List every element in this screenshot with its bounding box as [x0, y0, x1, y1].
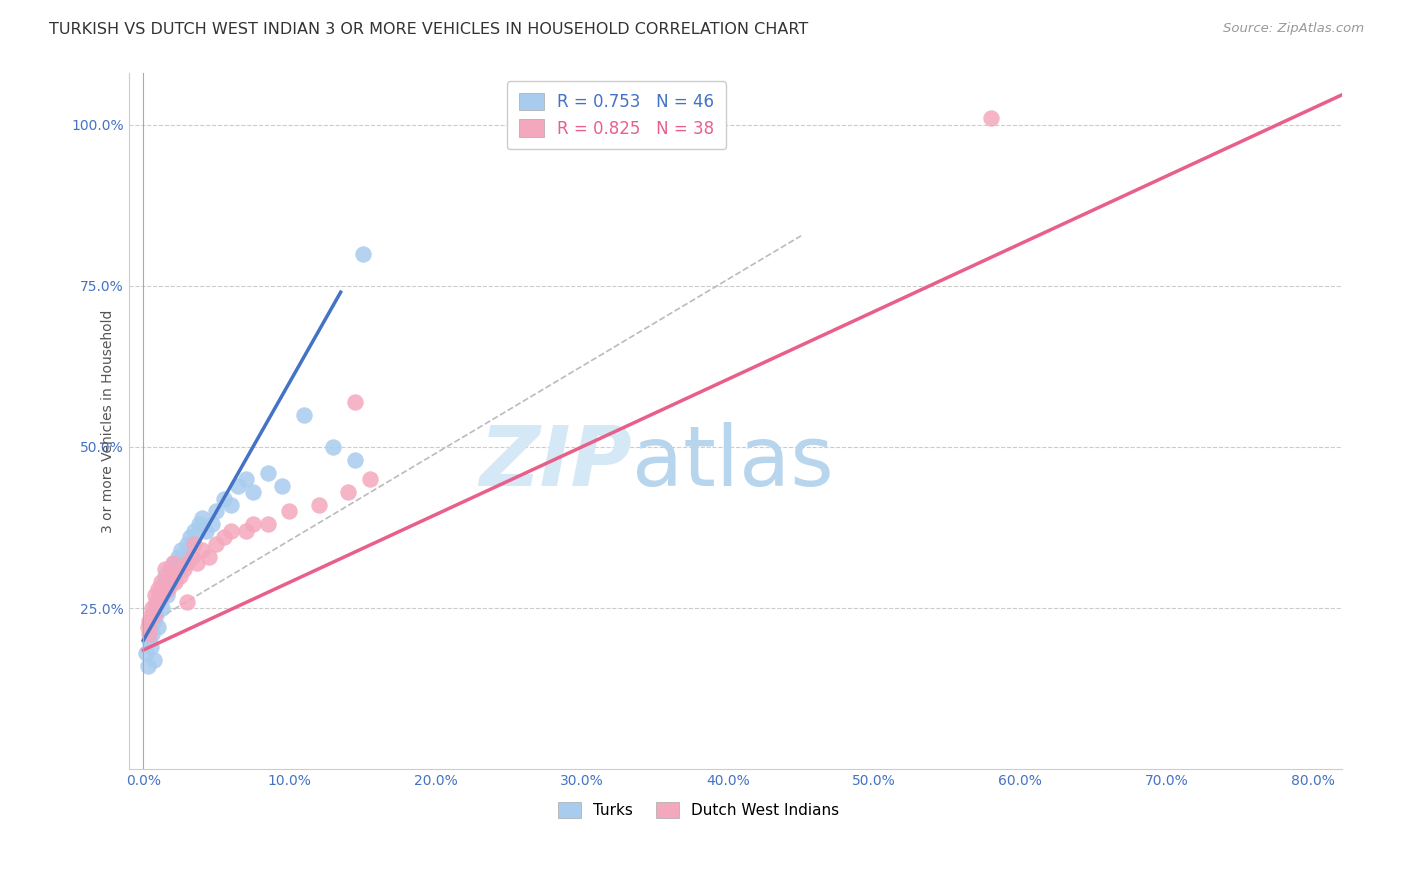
Point	[212, 530, 235, 544]
Point	[980, 111, 1002, 125]
Point	[139, 620, 162, 634]
Point	[160, 575, 183, 590]
Point	[176, 536, 198, 550]
Point	[143, 588, 166, 602]
Point	[155, 569, 177, 583]
Legend: Turks, Dutch West Indians: Turks, Dutch West Indians	[553, 797, 845, 824]
Text: TURKISH VS DUTCH WEST INDIAN 3 OR MORE VEHICLES IN HOUSEHOLD CORRELATION CHART: TURKISH VS DUTCH WEST INDIAN 3 OR MORE V…	[49, 22, 808, 37]
Point	[138, 627, 160, 641]
Point	[183, 524, 205, 538]
Point	[322, 440, 344, 454]
Point	[242, 485, 264, 500]
Point	[359, 472, 381, 486]
Point	[136, 659, 159, 673]
Point	[195, 524, 218, 538]
Point	[146, 620, 169, 634]
Point	[205, 504, 228, 518]
Point	[271, 478, 294, 492]
Point	[145, 595, 167, 609]
Point	[198, 549, 221, 564]
Point	[162, 556, 184, 570]
Text: Source: ZipAtlas.com: Source: ZipAtlas.com	[1223, 22, 1364, 36]
Point	[157, 582, 180, 596]
Point	[163, 556, 186, 570]
Point	[169, 569, 191, 583]
Point	[148, 588, 170, 602]
Point	[186, 556, 208, 570]
Point	[191, 543, 214, 558]
Point	[165, 562, 187, 576]
Point	[141, 601, 163, 615]
Point	[136, 620, 159, 634]
Point	[165, 569, 187, 583]
Point	[219, 498, 242, 512]
Point	[205, 536, 228, 550]
Point	[142, 614, 165, 628]
Point	[278, 504, 301, 518]
Text: atlas: atlas	[633, 423, 834, 503]
Point	[153, 575, 176, 590]
Point	[256, 466, 278, 480]
Point	[235, 472, 257, 486]
Point	[191, 511, 214, 525]
Point	[150, 601, 173, 615]
Point	[142, 653, 165, 667]
Point	[336, 485, 359, 500]
Point	[212, 491, 235, 506]
Point	[135, 646, 157, 660]
Point	[159, 562, 181, 576]
Point	[139, 607, 162, 622]
Point	[146, 582, 169, 596]
Point	[183, 536, 205, 550]
Point	[159, 569, 181, 583]
Point	[352, 246, 374, 260]
Point	[173, 549, 195, 564]
Point	[308, 498, 330, 512]
Point	[138, 633, 160, 648]
Point	[150, 588, 173, 602]
Point	[344, 394, 367, 409]
Point	[149, 575, 172, 590]
Point	[176, 595, 198, 609]
Point	[141, 627, 163, 641]
Point	[138, 614, 160, 628]
Point	[162, 569, 184, 583]
Point	[165, 575, 187, 590]
Point	[143, 601, 166, 615]
Point	[145, 607, 167, 622]
Point	[187, 517, 209, 532]
Point	[155, 562, 177, 576]
Point	[149, 582, 172, 596]
Point	[170, 543, 193, 558]
Point	[179, 530, 201, 544]
Text: ZIP: ZIP	[479, 423, 633, 503]
Point	[176, 556, 198, 570]
Point	[173, 562, 195, 576]
Point	[139, 640, 162, 654]
Point	[235, 524, 257, 538]
Point	[142, 607, 165, 622]
Point	[256, 517, 278, 532]
Point	[201, 517, 224, 532]
Point	[242, 517, 264, 532]
Point	[180, 549, 202, 564]
Point	[292, 408, 315, 422]
Point	[156, 588, 179, 602]
Y-axis label: 3 or more Vehicles in Household: 3 or more Vehicles in Household	[101, 310, 115, 533]
Point	[228, 478, 250, 492]
Point	[219, 524, 242, 538]
Point	[146, 595, 169, 609]
Point	[157, 582, 180, 596]
Point	[167, 549, 190, 564]
Point	[344, 453, 367, 467]
